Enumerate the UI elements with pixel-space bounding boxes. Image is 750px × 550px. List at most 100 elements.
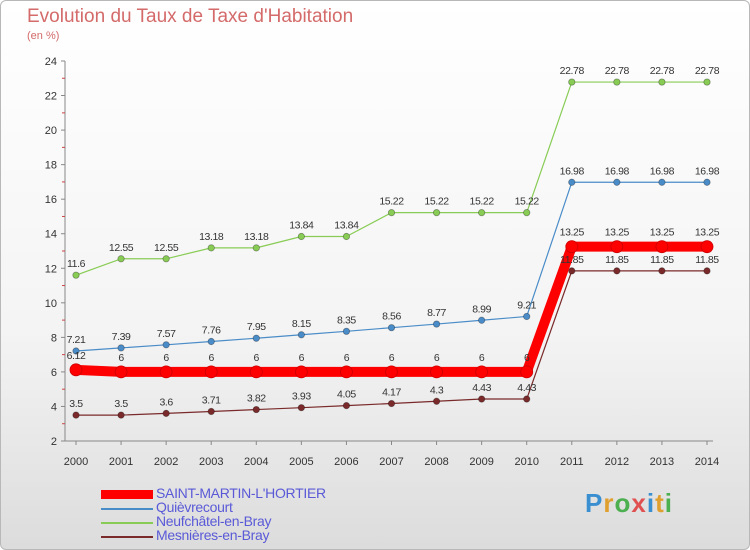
data-point-mesnieres [252,405,260,414]
data-label-saint-martin: 6 [163,352,169,364]
data-point-quievrecourt [568,178,576,186]
y-tick-label: 22 [45,91,57,103]
data-label-neufchatel: 22.78 [605,65,630,77]
data-label-saint-martin: 6 [524,352,530,364]
legend-label-saint-martin: SAINT-MARTIN-L'HORTIER [156,485,326,501]
data-point-quievrecourt [703,178,711,186]
data-point-saint-martin [475,365,489,379]
legend-label-mesnieres: Mesnières-en-Bray [156,527,270,543]
data-point-quievrecourt [523,312,531,321]
data-point-saint-martin [610,240,624,254]
data-point-quievrecourt [162,341,170,349]
data-point-saint-martin [700,240,714,254]
data-point-quievrecourt [72,347,80,355]
data-label-mesnieres: 11.85 [650,254,674,266]
y-tick-label: 16 [45,194,57,206]
data-point-quievrecourt [478,316,486,324]
data-point-quievrecourt [342,327,351,335]
y-tick-label: 14 [45,229,57,241]
data-point-quievrecourt [252,334,260,342]
data-label-mesnieres: 3.82 [247,393,266,405]
data-point-quievrecourt [432,320,441,328]
y-tick-label: 24 [45,56,57,68]
data-label-neufchatel: 11.6 [67,258,86,270]
data-label-saint-martin: 6 [479,352,485,364]
data-point-saint-martin [294,365,308,379]
data-label-quievrecourt: 7.57 [157,328,176,340]
logo-letter: t [655,488,665,518]
data-label-mesnieres: 4.3 [430,384,444,396]
data-label-quievrecourt: 7.95 [247,321,266,333]
data-label-neufchatel: 13.18 [199,231,224,243]
data-label-quievrecourt: 8.56 [382,311,401,323]
data-label-saint-martin: 6 [434,352,440,364]
data-label-mesnieres: 11.85 [560,254,584,266]
data-point-mesnieres [658,267,666,275]
x-tick-label: 2001 [109,456,133,468]
data-point-neufchatel [703,78,711,86]
data-label-mesnieres: 4.43 [472,382,491,394]
data-point-neufchatel [72,271,80,279]
data-label-saint-martin: 6 [208,352,214,364]
data-point-mesnieres [207,407,215,416]
data-point-neufchatel [478,209,486,217]
data-point-quievrecourt [207,337,215,346]
data-label-mesnieres: 3.93 [292,391,311,403]
data-label-saint-martin: 13.25 [605,227,630,239]
data-point-neufchatel [523,209,531,217]
data-point-mesnieres [703,267,711,275]
data-point-quievrecourt [387,324,396,332]
data-label-quievrecourt: 8.35 [337,314,356,326]
data-label-saint-martin: 6 [389,352,395,364]
data-label-mesnieres: 4.05 [337,389,356,401]
data-label-neufchatel: 15.22 [515,196,540,208]
data-point-mesnieres [297,404,305,412]
data-point-mesnieres [568,267,576,275]
x-tick-label: 2003 [199,456,223,468]
data-label-saint-martin: 6 [344,352,350,364]
data-point-saint-martin [69,363,83,377]
data-point-neufchatel [613,78,621,86]
y-tick-label: 2 [51,436,57,448]
data-label-mesnieres: 11.85 [695,254,719,266]
data-label-quievrecourt: 16.98 [650,165,675,177]
legend-swatch-quievrecourt [101,508,153,510]
data-point-saint-martin [565,240,579,254]
data-label-saint-martin: 6 [118,352,124,364]
y-tick-label: 18 [45,160,57,172]
data-label-quievrecourt: 7.39 [112,331,131,343]
data-label-quievrecourt: 16.98 [695,165,720,177]
data-label-quievrecourt: 9.21 [517,299,536,311]
x-tick-label: 2007 [379,456,403,468]
x-tick-label: 2011 [560,456,584,468]
legend-label-neufchatel: Neufchâtel-en-Bray [156,513,272,529]
data-point-mesnieres [523,395,531,403]
legend-label-quievrecourt: Quièvrecourt [156,499,233,515]
y-tick-label: 6 [51,367,57,379]
x-tick-label: 2013 [650,456,674,468]
logo-letter: r [603,488,615,518]
legend-swatch-neufchatel [101,522,153,524]
data-point-neufchatel [252,244,260,252]
data-point-saint-martin [204,365,218,379]
data-point-neufchatel [432,209,441,217]
logo-letter: i [646,488,656,518]
data-point-neufchatel [297,232,305,241]
chart-subtitle: (en %) [27,30,60,42]
chart-title: Evolution du Taux de Taxe d'Habitation [27,6,354,27]
data-label-quievrecourt: 16.98 [560,165,585,177]
x-tick-label: 2009 [469,456,493,468]
data-label-neufchatel: 15.22 [424,196,449,208]
data-point-mesnieres [432,397,441,405]
data-label-mesnieres: 3.71 [202,394,221,406]
data-point-saint-martin [114,365,128,379]
data-label-neufchatel: 12.55 [109,242,134,254]
data-point-mesnieres [162,409,170,417]
data-point-neufchatel [117,255,125,263]
legend-swatch-saint-martin [101,490,153,499]
logo-letter: o [614,488,632,518]
data-point-mesnieres [342,401,351,410]
data-point-quievrecourt [117,344,125,352]
logo-letter: P [585,488,604,518]
